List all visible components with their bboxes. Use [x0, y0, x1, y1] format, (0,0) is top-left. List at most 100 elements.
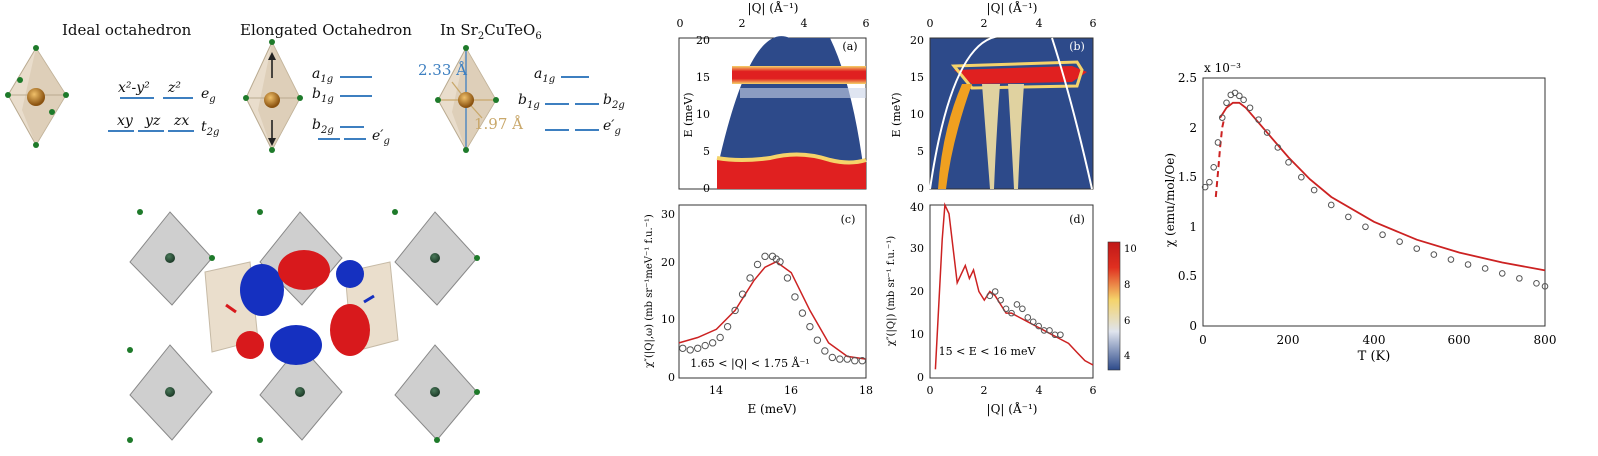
d-xtick: 0: [927, 384, 934, 397]
data-point: [1533, 280, 1540, 287]
data-point: [1498, 270, 1506, 277]
colorbar-tick: 4: [1124, 351, 1130, 362]
s-fit-line: [1219, 101, 1546, 272]
data-point: [1327, 201, 1335, 209]
short-bond-length: 1.97 Å: [474, 115, 523, 133]
orbital-xy: xy: [117, 113, 133, 129]
d-xtick: 6: [1090, 384, 1097, 397]
a-top-axis-label: |Q| (Å⁻¹): [748, 0, 799, 15]
data-point: [1274, 144, 1282, 151]
data-point: [708, 339, 717, 347]
c-ytick: 0: [668, 371, 675, 384]
data-point: [761, 252, 769, 261]
data-point: [1246, 104, 1254, 112]
data-point: [1285, 159, 1292, 166]
s-ytick: 0: [1189, 319, 1197, 333]
data-point: [828, 353, 837, 362]
c-xtick: 16: [784, 384, 798, 397]
d-data-points: [986, 288, 1064, 339]
orbital-z2: z²: [168, 80, 181, 96]
b2g-label: b2g: [312, 117, 334, 136]
t2g-level-bar: [168, 130, 194, 132]
data-point: [1379, 231, 1386, 239]
title-elongated-octahedron: Elongated Octahedron: [240, 21, 412, 39]
elongated-octahedron-figure: [243, 39, 303, 153]
orbital-x2y2: x²-y²: [118, 80, 150, 96]
data-point: [1201, 183, 1209, 191]
s-multiplier: x 10⁻³: [1204, 61, 1241, 75]
data-point: [1223, 99, 1230, 107]
data-point: [753, 260, 762, 269]
data-point: [1464, 261, 1472, 268]
data-point: [791, 293, 799, 301]
a-panel-label: (a): [842, 40, 857, 53]
t2g-level-bar: [138, 130, 164, 132]
data-point: [1263, 129, 1271, 136]
c-xtick: 18: [859, 384, 873, 397]
c-ytick: 30: [661, 208, 675, 221]
s-y-label: χ (emu/mol/Oe): [1163, 153, 1177, 247]
data-point: [716, 333, 724, 342]
data-point: [798, 309, 807, 317]
eg-prime-level-bar: [318, 138, 340, 140]
a-xtick: 2: [739, 17, 746, 30]
d-ytick: 10: [910, 328, 924, 341]
c-fit-line: [678, 260, 867, 360]
data-point: [1029, 318, 1037, 326]
data-point: [997, 296, 1004, 304]
d-xtick: 2: [981, 384, 988, 397]
a1g-label: a1g: [312, 66, 334, 85]
data-point: [843, 355, 852, 363]
c-y-label: χ″(|Q|,ω) (mb sr⁻¹meV⁻¹ f.u.⁻¹): [644, 214, 655, 368]
d-x-label: |Q| (Å⁻¹): [987, 401, 1038, 416]
a-y-label: E (meV): [682, 93, 695, 138]
s-ytick: 1.5: [1178, 170, 1197, 184]
susceptibility-chart: 0 0.5 1 1.5 2 2.5 0 200 400 600 800 T (K…: [1163, 61, 1556, 364]
data-point: [1035, 322, 1042, 330]
data-point: [1430, 251, 1438, 258]
eg-label: eg: [201, 86, 216, 105]
compound-a1g-bar: [561, 76, 589, 78]
data-point: [858, 357, 866, 365]
data-point: [1310, 186, 1318, 194]
data-point: [1362, 223, 1369, 231]
data-point: [723, 322, 732, 331]
data-point: [1008, 309, 1015, 317]
ideal-octahedron-figure: [5, 45, 69, 148]
b-xtick: 4: [1036, 17, 1043, 30]
data-point: [1236, 92, 1243, 100]
s-ytick: 2: [1189, 121, 1197, 135]
c-xtick: 14: [709, 384, 723, 397]
data-point: [806, 322, 814, 331]
d-panel-label: (d): [1069, 213, 1085, 226]
compound-eg-label: e′g: [603, 118, 621, 137]
colorbar: 4 6 8 10: [1107, 241, 1137, 371]
eg-level-bar: [163, 97, 193, 99]
b-ytick: 5: [917, 145, 924, 158]
b-panel-label: (b): [1069, 40, 1085, 53]
data-point: [1019, 305, 1026, 313]
b-ytick: 15: [910, 71, 924, 84]
data-point: [679, 344, 687, 352]
d-annotation: 15 < E < 16 meV: [939, 345, 1037, 358]
data-point: [1447, 256, 1455, 263]
s-xtick: 200: [1277, 333, 1300, 347]
b-ytick: 20: [910, 34, 924, 47]
s-ytick: 2.5: [1178, 71, 1197, 85]
compound-a1g-label: a1g: [534, 66, 556, 85]
data-point: [851, 357, 859, 365]
b1g-label: b1g: [312, 86, 334, 105]
s-xtick: 400: [1363, 333, 1386, 347]
colorbar-tick: 10: [1124, 244, 1137, 255]
c-ytick: 10: [661, 313, 675, 326]
data-point: [1516, 275, 1523, 282]
data-point: [1218, 114, 1226, 121]
data-point: [738, 290, 747, 298]
a1g-level-bar: [340, 76, 372, 78]
b-top-axis-label: |Q| (Å⁻¹): [987, 0, 1038, 15]
s-xtick: 0: [1199, 333, 1207, 347]
d-model-line: [934, 202, 1094, 370]
d-ytick: 0: [917, 371, 924, 384]
a-ytick: 20: [696, 34, 710, 47]
s-dashed-line: [1214, 117, 1226, 198]
